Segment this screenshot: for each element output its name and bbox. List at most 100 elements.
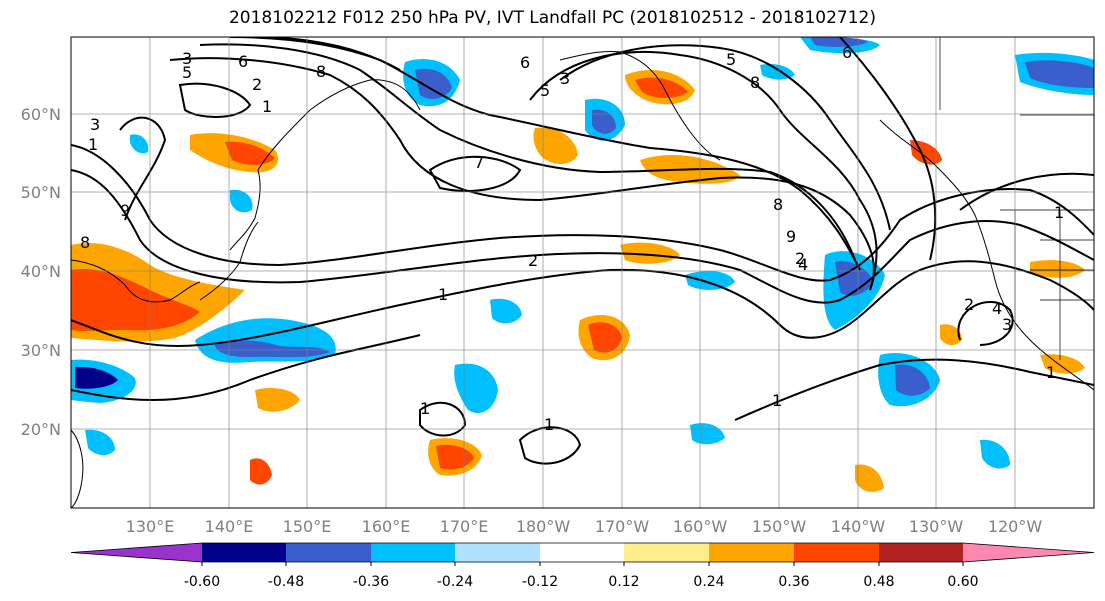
positive-anomaly-region bbox=[635, 77, 688, 98]
contour-label: 1 bbox=[438, 285, 448, 304]
contour-label: 9 bbox=[120, 201, 130, 220]
contour-label: 1 bbox=[1046, 363, 1056, 382]
pv-contours bbox=[71, 37, 1094, 465]
colorbar-segment bbox=[879, 543, 963, 562]
negative-anomaly-region bbox=[980, 439, 1010, 469]
positive-anomaly-region bbox=[1030, 260, 1085, 278]
contour-label: 3 bbox=[182, 49, 192, 68]
contour-label: 5 bbox=[726, 50, 736, 69]
colorbar-segment bbox=[794, 543, 879, 562]
contour-label: 9 bbox=[786, 227, 796, 246]
contour-line bbox=[734, 358, 1094, 421]
contour-label: 8 bbox=[80, 233, 90, 252]
contour-line bbox=[419, 401, 467, 437]
positive-anomaly-region bbox=[225, 141, 275, 165]
contour-line bbox=[559, 44, 891, 231]
contour-label: 1 bbox=[544, 415, 554, 434]
lon-label: 120°W bbox=[988, 517, 1043, 536]
negative-anomaly-region bbox=[454, 363, 498, 414]
negative-anomaly-region bbox=[85, 429, 115, 456]
coastline bbox=[257, 79, 421, 171]
longitude-labels: 130°E 140°E 150°E 160°E 170°E 180°W 170°… bbox=[126, 517, 1043, 536]
contour-label: 3 bbox=[560, 69, 570, 88]
positive-anomaly-region bbox=[71, 269, 200, 331]
colorbar-segment bbox=[624, 543, 709, 562]
negative-anomaly-region bbox=[592, 109, 616, 134]
colorbar-segment bbox=[71, 543, 202, 562]
positive-anomaly-region bbox=[255, 388, 300, 412]
lon-label: 150°W bbox=[752, 517, 807, 536]
positive-anomaly-region bbox=[533, 127, 578, 165]
lon-label: 130°W bbox=[909, 517, 964, 536]
positive-anomaly-region bbox=[436, 444, 474, 470]
coastline bbox=[879, 119, 1094, 391]
negative-anomaly-region bbox=[230, 189, 253, 213]
colorbar-tick-label: 0.48 bbox=[863, 574, 894, 590]
lon-label: 150°E bbox=[283, 517, 332, 536]
lon-label: 130°E bbox=[126, 517, 175, 536]
contour-line bbox=[428, 155, 522, 192]
contour-line bbox=[518, 426, 582, 465]
colorbar-tick-label: 0.12 bbox=[608, 574, 639, 590]
lon-label: 140°E bbox=[205, 517, 254, 536]
colorbar-segments bbox=[70, 542, 1095, 563]
lon-label: 140°W bbox=[831, 517, 886, 536]
contour-line bbox=[71, 334, 421, 401]
lat-label: 50°N bbox=[21, 183, 61, 202]
colorbar-tick-label: -0.24 bbox=[437, 574, 473, 590]
colorbar-segment bbox=[709, 543, 794, 562]
negative-anomaly-region bbox=[1025, 60, 1094, 88]
contour-line bbox=[119, 116, 167, 221]
contour-label: 2 bbox=[528, 251, 538, 270]
negative-anomaly-region bbox=[690, 423, 725, 445]
colorbar-tick-label: 0.36 bbox=[778, 574, 809, 590]
colorbar-ticks bbox=[201, 562, 964, 566]
colorbar-segment bbox=[286, 543, 371, 562]
negative-anomaly-region bbox=[130, 134, 149, 154]
contour-label: 8 bbox=[750, 73, 760, 92]
contour-line bbox=[269, 37, 401, 71]
contour-label: 2 bbox=[795, 249, 805, 268]
contour-label: 6 bbox=[238, 52, 248, 71]
negative-anomaly-region bbox=[810, 37, 868, 47]
negative-anomaly-region bbox=[685, 270, 735, 290]
positive-anomaly-region bbox=[1040, 354, 1085, 374]
contour-label: 8 bbox=[773, 195, 783, 214]
lat-label: 30°N bbox=[21, 341, 61, 360]
contour-label: 5 bbox=[182, 63, 192, 82]
positive-anomaly-region bbox=[620, 242, 680, 264]
lon-label: 180°W bbox=[516, 517, 571, 536]
contour-label: 5 bbox=[540, 81, 550, 100]
negative-anomaly-region bbox=[835, 261, 874, 296]
negative-anomaly-region bbox=[215, 340, 330, 358]
colorbar-segment bbox=[455, 543, 540, 562]
positive-anomaly-region bbox=[940, 324, 962, 346]
negative-anomaly-region bbox=[75, 366, 118, 389]
negative-anomaly-region bbox=[895, 364, 930, 396]
colorbar-segment bbox=[540, 543, 624, 562]
contour-label: 1 bbox=[88, 135, 98, 154]
contour-label: 4 bbox=[992, 299, 1002, 318]
coastline bbox=[199, 221, 259, 301]
lon-label: 160°E bbox=[362, 517, 411, 536]
pv-anomaly-shading bbox=[71, 37, 1094, 492]
colorbar-tick-label: -0.48 bbox=[268, 574, 304, 590]
contour-line bbox=[957, 300, 1014, 346]
colorbar-tick-label: 0.24 bbox=[693, 574, 724, 590]
contour-line bbox=[169, 57, 875, 291]
lat-label: 40°N bbox=[21, 262, 61, 281]
colorbar-tick-label: -0.12 bbox=[522, 574, 558, 590]
contour-label: 2 bbox=[252, 75, 262, 94]
coastline bbox=[559, 51, 721, 161]
coastline bbox=[71, 259, 201, 303]
contour-label: 6 bbox=[842, 43, 852, 62]
contour-line bbox=[199, 43, 856, 261]
contour-labels: 3 5 6 8 2 1 3 9 7 8 2 1 1 1 1 5 6 8 9 2 … bbox=[80, 43, 1064, 434]
lon-label: 170°E bbox=[440, 517, 489, 536]
contour-label: 3 bbox=[90, 115, 100, 134]
contour-label: 8 bbox=[316, 62, 326, 81]
contour-label: 1 bbox=[772, 391, 782, 410]
colorbar-tick-label: 0.60 bbox=[947, 574, 978, 590]
contour-line bbox=[178, 82, 252, 118]
